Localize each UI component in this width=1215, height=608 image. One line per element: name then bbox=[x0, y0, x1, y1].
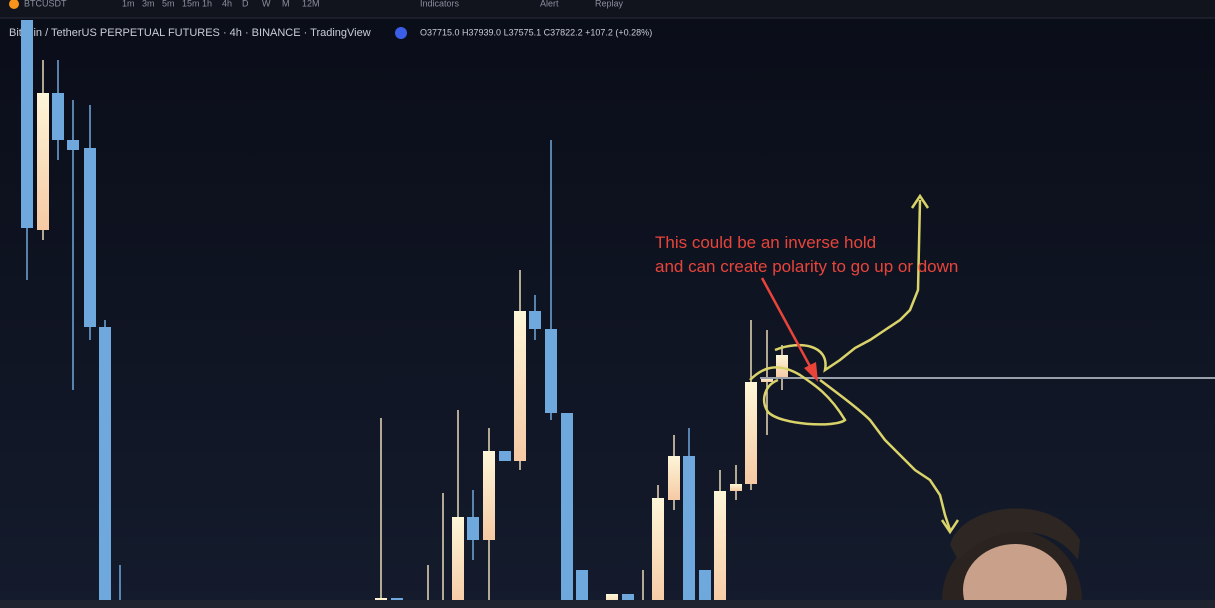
candle-body bbox=[52, 93, 64, 140]
interval-button[interactable]: M bbox=[282, 0, 290, 8]
bottom-bar bbox=[0, 600, 1215, 608]
toolbar bbox=[0, 0, 1215, 18]
webcam-person bbox=[942, 508, 1082, 608]
annotation-line: This could be an inverse hold bbox=[655, 233, 876, 252]
interval-button[interactable]: 12M bbox=[302, 0, 320, 8]
symbol-icon bbox=[9, 0, 19, 9]
candle-body bbox=[37, 93, 49, 230]
candle-body bbox=[99, 327, 111, 608]
face bbox=[963, 544, 1067, 608]
hair-top bbox=[950, 508, 1080, 560]
down-arrowhead bbox=[940, 519, 960, 535]
candle-body bbox=[67, 140, 79, 150]
candle-body bbox=[21, 20, 33, 228]
indicators-button[interactable]: Indicators bbox=[420, 0, 460, 8]
candle-body bbox=[561, 413, 573, 608]
candle-body bbox=[699, 570, 711, 608]
candle-body bbox=[652, 498, 664, 608]
candle-body bbox=[714, 491, 726, 608]
interval-button[interactable]: 5m bbox=[162, 0, 175, 8]
circle-drawing bbox=[749, 366, 847, 426]
candle-body bbox=[730, 484, 742, 491]
candle-body bbox=[545, 329, 557, 413]
annotation-arrowhead bbox=[804, 362, 818, 382]
logo-dot bbox=[395, 27, 407, 39]
up-arrowhead bbox=[910, 193, 930, 209]
interval-group: 1m 3m 5m 15m 1h 4h D W M 12M bbox=[122, 0, 320, 8]
chart-header: Bitcoin / TetherUS PERPETUAL FUTURES · 4… bbox=[9, 27, 371, 39]
candle-body bbox=[467, 517, 479, 540]
annotation-arrow bbox=[760, 277, 814, 371]
candle-body bbox=[514, 311, 526, 461]
candle-body bbox=[499, 451, 511, 461]
alert-button[interactable]: Alert bbox=[540, 0, 559, 8]
symbol[interactable]: BTCUSDT bbox=[24, 0, 67, 8]
candle-body bbox=[683, 456, 695, 608]
drawings bbox=[749, 193, 960, 535]
interval-button[interactable]: 4h bbox=[222, 0, 232, 8]
candles bbox=[21, 20, 788, 608]
candle-body bbox=[761, 378, 773, 382]
ohlc: O37715.0 H37939.0 L37575.1 C37822.2 +107… bbox=[420, 27, 652, 37]
candle-body bbox=[745, 382, 757, 484]
interval-button[interactable]: 1h bbox=[202, 0, 212, 8]
interval-button[interactable]: D bbox=[242, 0, 249, 8]
interval-button[interactable]: 15m bbox=[182, 0, 200, 8]
candle-body bbox=[452, 517, 464, 608]
candle-body bbox=[84, 148, 96, 327]
replay-button[interactable]: Replay bbox=[595, 0, 624, 8]
candle-body bbox=[668, 456, 680, 500]
up-scribble bbox=[774, 199, 922, 373]
interval-button[interactable]: 1m bbox=[122, 0, 135, 8]
down-scribble bbox=[819, 379, 952, 531]
candle-body bbox=[776, 355, 788, 378]
candle-body bbox=[529, 311, 541, 329]
candle-body bbox=[483, 451, 495, 540]
candle-body bbox=[576, 570, 588, 608]
interval-button[interactable]: W bbox=[262, 0, 271, 8]
interval-button[interactable]: 3m bbox=[142, 0, 155, 8]
annotation-line: and can create polarity to go up or down bbox=[655, 257, 958, 276]
